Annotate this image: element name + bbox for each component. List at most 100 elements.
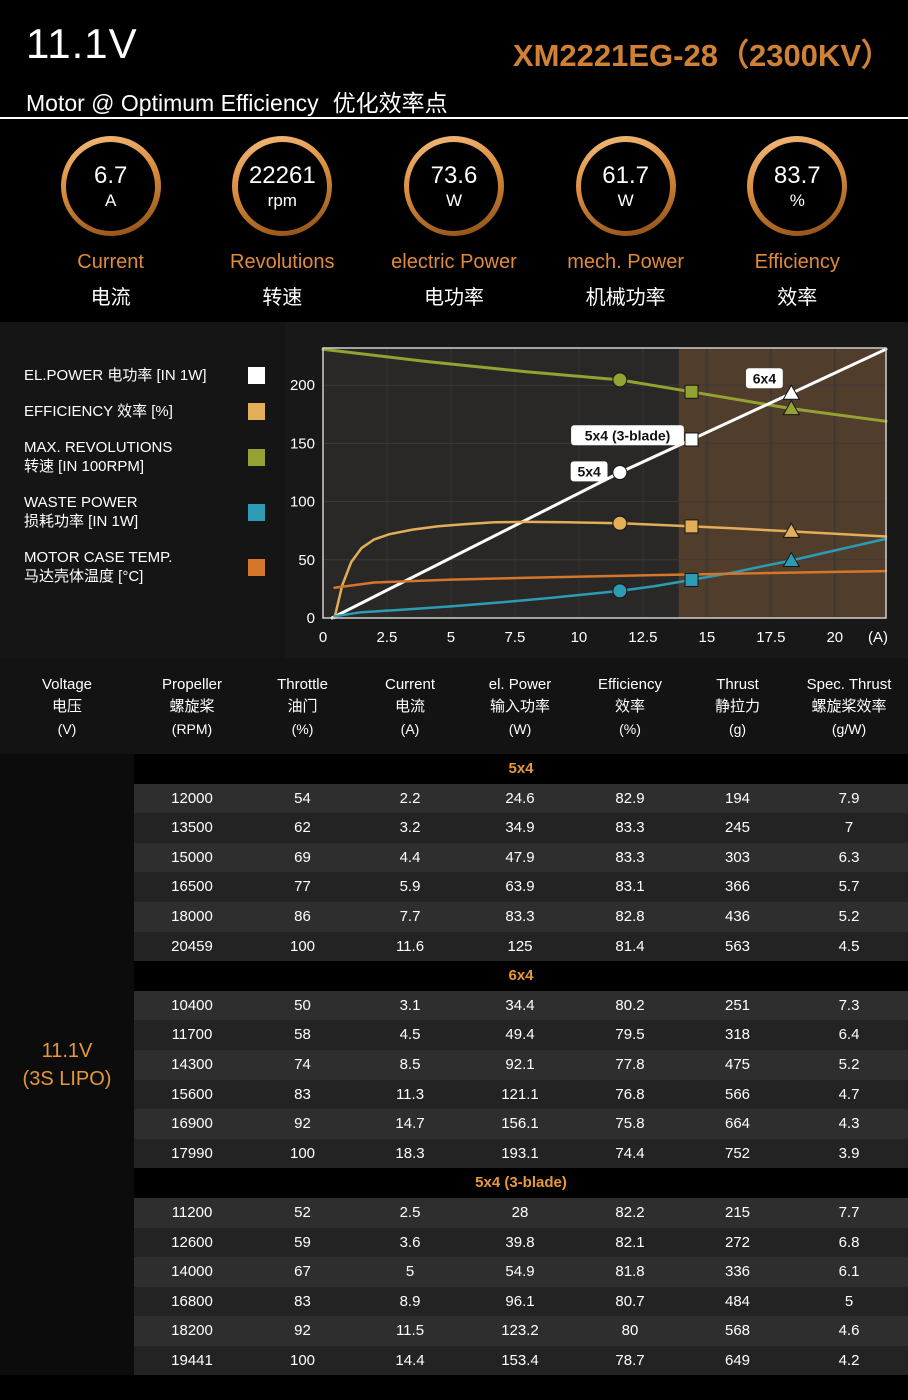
table-cell: 92	[250, 1316, 355, 1346]
table-cell: 82.8	[575, 901, 685, 932]
table-cell: 83.3	[575, 813, 685, 843]
table-cell: 14300	[134, 1049, 250, 1080]
table-cell: 5.9	[355, 872, 465, 902]
table-cell: 484	[685, 1286, 790, 1317]
legend-swatch	[248, 403, 265, 420]
table-cell: 100	[250, 1345, 355, 1376]
table-cell: 28	[465, 1197, 575, 1228]
table-cell: 566	[685, 1079, 790, 1110]
column-header-propeller: Propeller 螺旋桨 (RPM)	[134, 674, 250, 740]
gauge-face: 22261 rpm	[237, 141, 327, 231]
gauge-mech-power: 61.7 W mech. Power 机械功率	[547, 136, 705, 310]
col-unit: (%)	[291, 721, 314, 737]
top-header: 11.1V XM2221EG-28（2300KV） Motor @ Optimu…	[0, 0, 908, 322]
table-cell: 303	[685, 842, 790, 873]
gauge-value: 22261	[248, 161, 316, 189]
gauge-efficiency: 83.7 % Efficiency 效率	[718, 136, 876, 310]
table-cell: 194	[685, 783, 790, 814]
table-cell: 4.3	[790, 1109, 908, 1139]
col-unit: (V)	[57, 721, 77, 737]
table-cell: 83.3	[465, 901, 575, 932]
table-cell: 14.4	[355, 1345, 465, 1376]
table-cell: 76.8	[575, 1079, 685, 1110]
table-cell: 20459	[134, 931, 250, 962]
legend-label: EFFICIENCY 效率 [%]	[24, 403, 173, 420]
legend-label: WASTE POWER 损耗功率 [IN 1W]	[24, 494, 139, 530]
table-cell: 153.4	[465, 1345, 575, 1376]
chart-section: EL.POWER 电功率 [IN 1W] EFFICIENCY 效率 [%] M…	[0, 322, 908, 658]
table-cell: 80.2	[575, 990, 685, 1021]
table-cell: 74.4	[575, 1138, 685, 1169]
table-cell: 11200	[134, 1197, 250, 1228]
legend-swatch	[248, 558, 265, 576]
gauge-value: 61.7	[602, 161, 649, 189]
gauge-revolutions: 22261 rpm Revolutions 转速	[203, 136, 361, 310]
col-label-zh: 静拉力	[714, 698, 760, 715]
chart-legend: EL.POWER 电功率 [IN 1W] EFFICIENCY 效率 [%] M…	[0, 322, 285, 658]
legend-item: WASTE POWER 损耗功率 [IN 1W]	[24, 493, 265, 531]
table-cell: 78.7	[575, 1345, 685, 1376]
table-cell: 62	[250, 813, 355, 843]
table-cell: 2.2	[355, 783, 465, 814]
table-cell: 7.9	[790, 783, 908, 814]
gauge-label-zh: 电流	[90, 287, 131, 309]
table-cell: 5.2	[790, 901, 908, 932]
svg-text:12.5: 12.5	[628, 629, 657, 646]
table-cell: 5.7	[790, 872, 908, 902]
table-cell: 96.1	[465, 1286, 575, 1317]
legend-item: EFFICIENCY 效率 [%]	[24, 402, 265, 421]
table-cell: 11700	[134, 1020, 250, 1050]
gauge-face: 83.7 %	[752, 141, 842, 231]
battery-voltage-title: 11.1V	[26, 20, 138, 67]
table-cell: 79.5	[575, 1020, 685, 1050]
table-cell: 39.8	[465, 1227, 575, 1258]
svg-text:10: 10	[571, 629, 588, 646]
svg-text:(A): (A)	[868, 629, 888, 646]
column-header-el-power: el. Power 输入功率 (W)	[465, 674, 575, 740]
table-cell: 7.7	[355, 901, 465, 932]
table-cell: 83	[250, 1286, 355, 1317]
col-unit: (W)	[508, 721, 532, 737]
table-cell: 6.4	[790, 1020, 908, 1050]
table-cell: 6.8	[790, 1227, 908, 1258]
table-cell: 7.7	[790, 1197, 908, 1228]
table-cell: 82.9	[575, 783, 685, 814]
table-cell: 272	[685, 1227, 790, 1258]
column-header-current: Current 电流 (A)	[355, 674, 465, 740]
table-cell: 245	[685, 813, 790, 843]
legend-label: MAX. REVOLUTIONS 转速 [IN 100RPM]	[24, 439, 173, 475]
column-header-spec-thrust: Spec. Thrust 螺旋桨效率 (g/W)	[790, 674, 908, 740]
table-cell: 3.9	[790, 1138, 908, 1169]
table-cell: 16500	[134, 872, 250, 902]
col-label-zh: 效率	[614, 698, 645, 715]
gauge-value: 83.7	[773, 161, 821, 189]
table-cell: 4.5	[355, 1020, 465, 1050]
gauge-unit: rpm	[267, 190, 297, 210]
legend-swatch	[248, 448, 265, 466]
gauge-label-zh: 机械功率	[585, 287, 666, 309]
table-header-row: Voltage 电压 (V) Propeller 螺旋桨 (RPM) Throttl…	[0, 658, 908, 754]
gauge-ring: 22261 rpm	[232, 136, 333, 236]
table-cell: 436	[685, 901, 790, 932]
table-cell: 13500	[134, 813, 250, 843]
table-cell: 3.6	[355, 1227, 465, 1258]
table-cell: 15600	[134, 1079, 250, 1110]
column-header-thrust: Thrust 静拉力 (g)	[685, 674, 790, 740]
table-cell: 752	[685, 1138, 790, 1169]
gauge-face: 73.6 W	[409, 141, 499, 231]
table-cell: 19441	[134, 1345, 250, 1376]
legend-item: MAX. REVOLUTIONS 转速 [IN 100RPM]	[24, 438, 265, 476]
table-cell: 81.4	[575, 931, 685, 962]
voltage-cell: 11.1V (3S LIPO)	[0, 754, 134, 1376]
gauge-label-en: Efficiency	[754, 251, 840, 273]
col-unit: (g/W)	[831, 721, 867, 737]
table-cell: 366	[685, 872, 790, 902]
header-divider	[0, 117, 908, 119]
svg-text:15: 15	[699, 629, 716, 646]
svg-text:100: 100	[290, 494, 315, 511]
table-cell: 77	[250, 872, 355, 902]
table-cell: 92.1	[465, 1049, 575, 1080]
subtitle-zh: 优化效率点	[332, 90, 448, 116]
performance-chart: 6x4 5x4 (3-blade) 5x4 0 50 100 150 200 0 2.5 5 7.5 1…	[285, 322, 908, 658]
table-cell: 6.3	[790, 842, 908, 873]
